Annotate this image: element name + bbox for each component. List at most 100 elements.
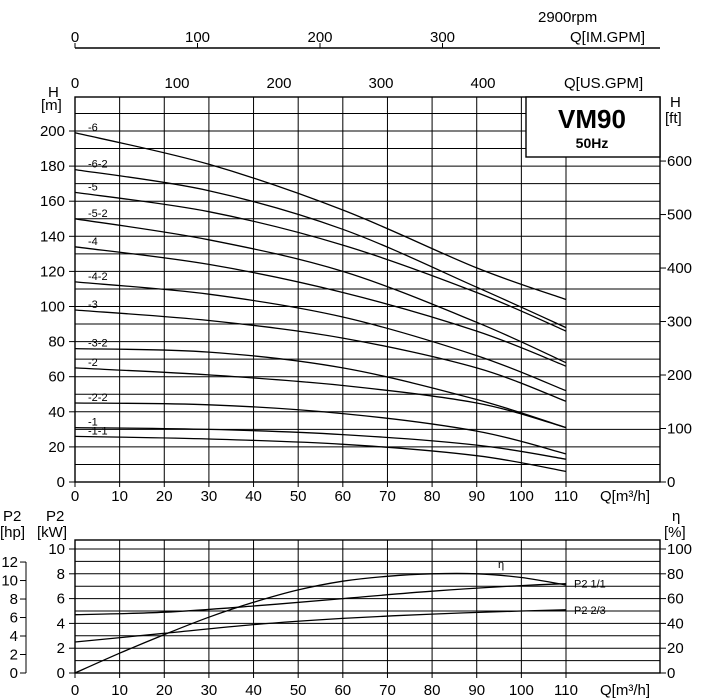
head-y-left-tick-label: 80 xyxy=(48,334,65,351)
power-hp-unit-hp: [hp] xyxy=(0,524,25,541)
model-box: VM90 50Hz xyxy=(525,96,661,158)
head-y-left-tick-label: 160 xyxy=(40,193,65,210)
power-x-tick-label: 10 xyxy=(111,682,128,699)
power-kw-tick-label: 4 xyxy=(57,615,65,632)
power-kw-ticks: 0 2 4 6 8 10 xyxy=(48,541,75,682)
im-gpm-tick-label: 0 xyxy=(71,29,79,46)
head-x-tick-label: 90 xyxy=(468,488,485,505)
power-kw-tick-label: 8 xyxy=(57,566,65,583)
head-x-tick-label: 60 xyxy=(334,488,351,505)
power-curve-labels: P2 1/1 P2 2/3 η xyxy=(498,559,606,617)
power-kw-tick-label: 6 xyxy=(57,591,65,608)
power-hp-tick-label: 10 xyxy=(1,573,18,590)
im-gpm-tick-label: 100 xyxy=(185,29,210,46)
head-curve-label: -1 xyxy=(88,417,98,429)
head-curve-2-2 xyxy=(74,402,567,455)
power-eff-tick-label: 60 xyxy=(667,591,684,608)
us-gpm-tick-label: 200 xyxy=(266,75,291,92)
power-x-tick-label: 90 xyxy=(468,682,485,699)
head-curve-4 xyxy=(74,246,567,367)
power-x-tick-label: 30 xyxy=(201,682,218,699)
head-y-left-tick-label: 100 xyxy=(40,299,65,316)
head-y-left-tick-label: 20 xyxy=(48,439,65,456)
power-curves xyxy=(74,572,567,674)
head-curve-labels: -6-6-2-5-5-2-4-4-2-3-3-2-2-2-2-1-1-1 xyxy=(88,122,108,438)
power-kw-tick-label: 2 xyxy=(57,640,65,657)
head-curve-6 xyxy=(74,132,567,301)
power-x-ticks: 0 10 20 30 40 50 60 70 80 90 100 110 xyxy=(71,673,578,699)
power-kw-tick-label: 10 xyxy=(48,541,65,558)
power-hp-tick-label: 2 xyxy=(10,647,18,664)
head-curves xyxy=(74,132,567,473)
head-curve-3-2 xyxy=(74,347,567,429)
head-curve-label: -2-2 xyxy=(88,392,108,404)
speed-label: 2900rpm xyxy=(538,9,597,26)
us-gpm-label: Q[US.GPM] xyxy=(564,75,643,92)
head-y-left-tick-label: 200 xyxy=(40,123,65,140)
head-curve-label: -2 xyxy=(88,357,98,369)
im-gpm-ticks: 0 100 200 300 xyxy=(71,29,455,48)
head-chart: VM90 50Hz -6-6-2-5-5-2-4-4-2-3-3-2-2-2-2… xyxy=(40,84,692,505)
power-hp-tick-label: 6 xyxy=(10,610,18,627)
head-y-right-tick-label: 0 xyxy=(667,474,675,491)
power-chart: P2 1/1P2 2/3η P2 [hp] P2 [kW] η [%] 0246… xyxy=(0,508,692,699)
head-x-ticks: 0 10 20 30 40 50 60 70 80 90 100 110 xyxy=(71,482,578,505)
us-gpm-ticks: 0 100 200 300 400 xyxy=(71,75,496,92)
power-x-tick-label: 110 xyxy=(554,682,578,699)
head-curve-label: -5 xyxy=(88,181,98,193)
head-curve-4-2 xyxy=(74,281,567,392)
head-curve-label: -3 xyxy=(88,299,98,311)
efficiency-curve xyxy=(74,572,567,674)
im-gpm-label: Q[IM.GPM] xyxy=(570,29,645,46)
head-y-left-tick-label: 60 xyxy=(48,369,65,386)
power-x-axis-label: Q[m³/h] xyxy=(600,682,650,699)
power-eff-ticks: 0 20 40 60 80 100 xyxy=(660,541,692,682)
power-curve-label: P2 2/3 xyxy=(574,605,606,617)
head-x-tick-label: 20 xyxy=(156,488,173,505)
head-y-left-tick-label: 0 xyxy=(57,474,65,491)
im-gpm-tick-label: 200 xyxy=(307,29,332,46)
head-y-left-tick-label: 40 xyxy=(48,404,65,421)
head-x-tick-label: 70 xyxy=(379,488,396,505)
head-curve-5-2 xyxy=(74,218,567,364)
head-y-left-ticks: 0 20 40 60 80 100 120 140 160 180 200 xyxy=(40,123,75,491)
efficiency-curve-label: η xyxy=(498,559,504,571)
head-x-tick-label: 100 xyxy=(509,488,534,505)
head-curve-3 xyxy=(74,309,567,402)
power-x-tick-label: 40 xyxy=(245,682,262,699)
power-x-tick-label: 70 xyxy=(379,682,396,699)
power-hp-ticks: 02 46 810 12 xyxy=(1,554,27,682)
head-curve-1 xyxy=(74,426,567,460)
head-curve-label: -4-2 xyxy=(88,271,108,283)
head-x-tick-label: 40 xyxy=(245,488,262,505)
us-gpm-tick-label: 400 xyxy=(470,75,495,92)
power-kw-tick-label: 0 xyxy=(57,665,65,682)
head-x-tick-label: 110 xyxy=(554,488,578,505)
power-hp-tick-label: 8 xyxy=(10,591,18,608)
head-curve-label: -3-2 xyxy=(88,338,108,350)
power-chart-frame xyxy=(74,539,661,674)
head-x-tick-label: 80 xyxy=(424,488,441,505)
head-y-left-tick-label: 180 xyxy=(40,158,65,175)
head-x-tick-label: 50 xyxy=(290,488,307,505)
head-x-tick-label: 0 xyxy=(71,488,79,505)
head-curve-label: -5-2 xyxy=(88,208,108,220)
head-y-right-tick-label: 500 xyxy=(667,207,692,224)
us-gpm-tick-label: 100 xyxy=(164,75,189,92)
model-frequency: 50Hz xyxy=(576,135,609,151)
power-kw-unit-kw: [kW] xyxy=(37,524,67,541)
power-hp-unit-p2: P2 xyxy=(3,508,21,525)
power-eff-unit-eta: η xyxy=(672,508,680,525)
power-eff-tick-label: 40 xyxy=(667,615,684,632)
head-chart-frame xyxy=(74,96,661,483)
head-y-left-unit-m: [m] xyxy=(41,97,62,114)
head-curve-label: -4 xyxy=(88,236,98,248)
power-hp-tick-label: 0 xyxy=(10,665,18,682)
flow-scales: 2900rpm 0 100 200 300 Q[IM.GPM] 0 100 200 300 4… xyxy=(71,9,660,92)
head-y-right-tick-label: 600 xyxy=(667,153,692,170)
power-x-tick-label: 80 xyxy=(424,682,441,699)
power-x-tick-label: 60 xyxy=(334,682,351,699)
head-y-right-tick-label: 300 xyxy=(667,314,692,331)
power-eff-tick-label: 20 xyxy=(667,640,684,657)
